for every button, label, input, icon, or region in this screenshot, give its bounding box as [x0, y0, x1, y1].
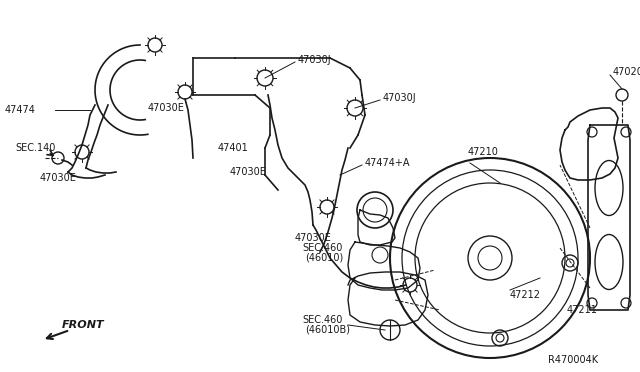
Text: SEC.460: SEC.460 [302, 243, 342, 253]
Text: 47474: 47474 [5, 105, 36, 115]
Text: 47212: 47212 [510, 290, 541, 300]
Text: 47211: 47211 [567, 305, 598, 315]
Text: 47030E: 47030E [295, 233, 332, 243]
Text: R470004K: R470004K [548, 355, 598, 365]
Text: 47030J: 47030J [383, 93, 417, 103]
Text: 47030J: 47030J [298, 55, 332, 65]
Text: 47030E: 47030E [230, 167, 267, 177]
Text: 47030E: 47030E [40, 173, 77, 183]
Text: SEC.460: SEC.460 [302, 315, 342, 325]
Text: 47030E: 47030E [148, 103, 185, 113]
Text: 47210: 47210 [468, 147, 499, 157]
Text: 47020B: 47020B [613, 67, 640, 77]
Text: (46010): (46010) [305, 253, 343, 263]
Text: 47474+A: 47474+A [365, 158, 410, 168]
Text: 47401: 47401 [218, 143, 249, 153]
Text: SEC.140: SEC.140 [15, 143, 56, 153]
Text: FRONT: FRONT [62, 320, 104, 330]
Text: (46010B): (46010B) [305, 325, 350, 335]
